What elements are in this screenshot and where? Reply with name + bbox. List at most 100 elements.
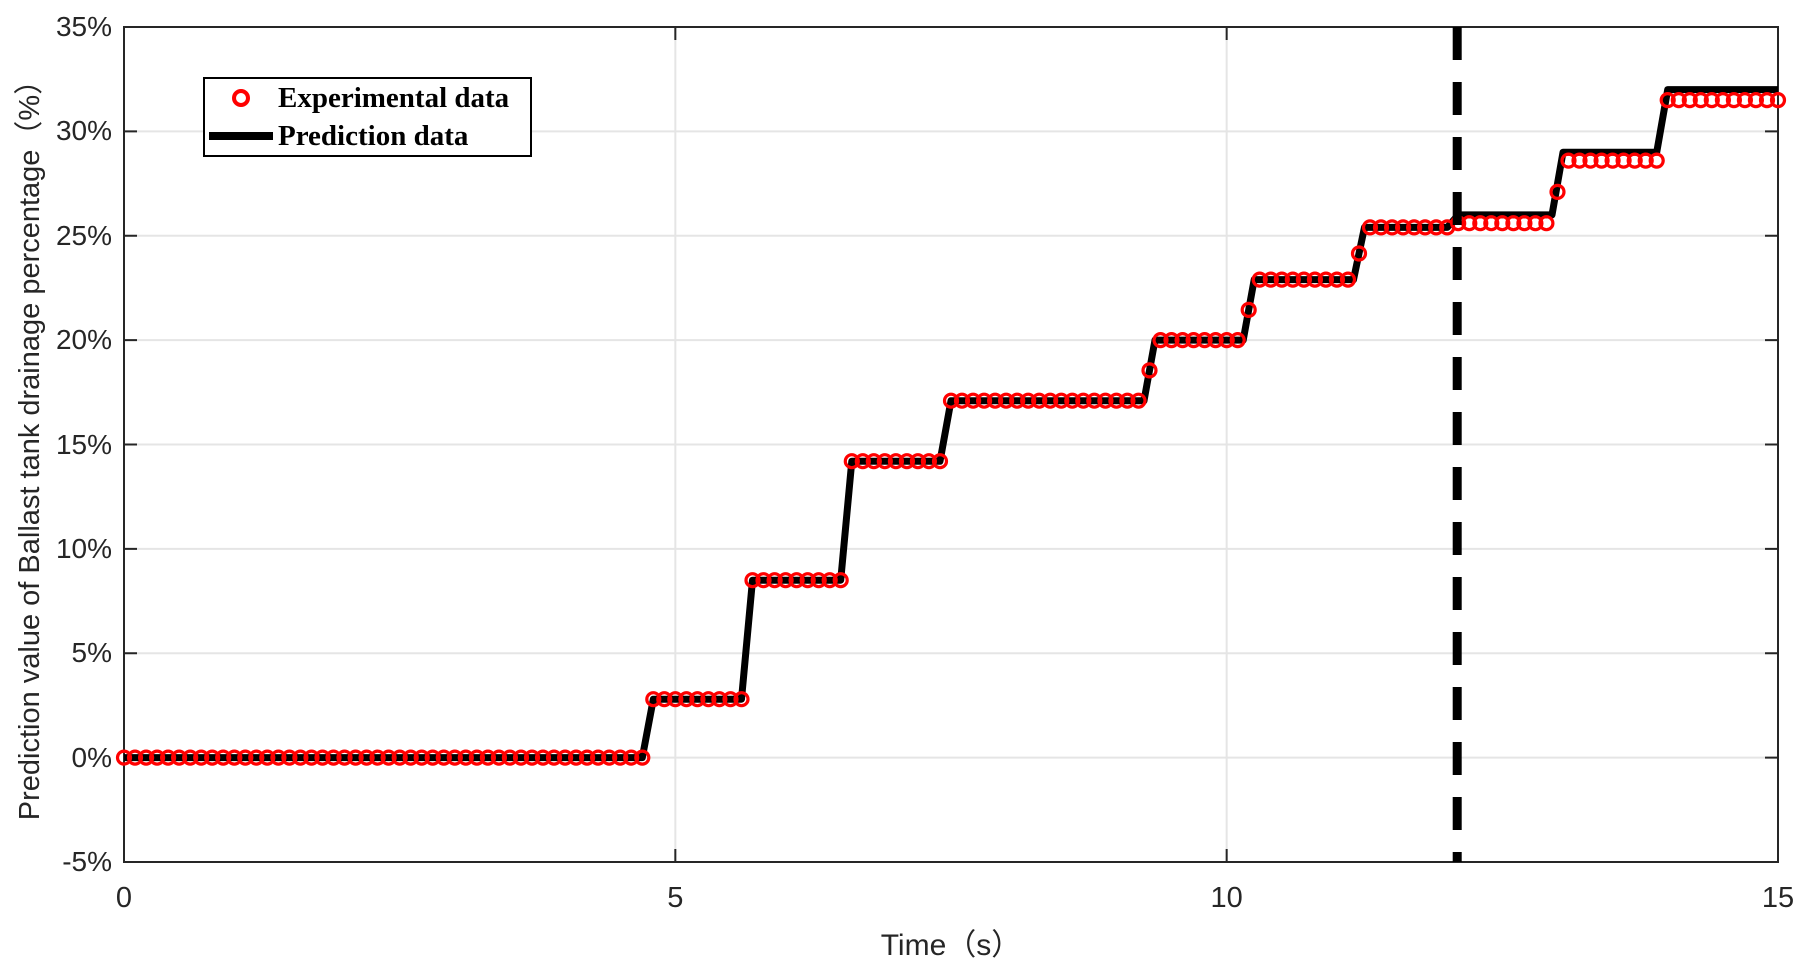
- experimental-marker: [1086, 392, 1103, 409]
- experimental-marker: [1758, 91, 1776, 109]
- experimental-marker: [270, 749, 287, 766]
- experimental-marker: [832, 572, 849, 589]
- prediction-line: [124, 86, 1778, 762]
- experimental-marker: [777, 572, 794, 589]
- experimental-marker: [1031, 392, 1048, 409]
- experimental-marker: [292, 749, 309, 766]
- experimental-marker: [556, 749, 574, 766]
- x-tick-label: 10: [1210, 882, 1243, 914]
- experimental-marker: [1317, 271, 1335, 288]
- experimental-marker: [523, 749, 541, 766]
- experimental-marker: [193, 749, 210, 766]
- experimental-marker: [380, 749, 397, 766]
- experimental-marker: [1505, 215, 1522, 232]
- experimental-marker: [567, 749, 585, 766]
- experimental-marker: [314, 749, 331, 766]
- experimental-marker: [1042, 392, 1059, 409]
- x-tick-label: 5: [667, 882, 684, 914]
- experimental-marker: [1394, 219, 1412, 236]
- experimental-marker: [909, 453, 927, 470]
- experimental-marker: [997, 392, 1015, 409]
- experimental-marker: [612, 749, 629, 766]
- experimental-marker: [975, 392, 993, 409]
- experimental-marker: [601, 749, 618, 766]
- experimental-marker: [656, 691, 673, 708]
- open-circle-icon: [232, 89, 250, 107]
- experimental-marker: [215, 749, 232, 766]
- experimental-marker: [1703, 91, 1720, 109]
- experimental-marker: [534, 749, 552, 766]
- experimental-marker: [821, 572, 838, 589]
- experimental-marker: [1405, 219, 1423, 236]
- experimental-marker: [667, 691, 684, 708]
- experimental-marker: [623, 749, 640, 766]
- x-axis-title: Time（s）: [880, 929, 1022, 962]
- experimental-marker: [512, 749, 530, 766]
- experimental-marker: [1130, 392, 1147, 409]
- experimental-marker: [1747, 91, 1765, 109]
- experimental-marker: [1141, 362, 1158, 379]
- experimental-marker: [964, 392, 982, 409]
- experimental-marker: [733, 691, 750, 708]
- experimental-marker: [347, 749, 364, 766]
- experimental-marker: [843, 453, 860, 470]
- experimental-marker: [1053, 392, 1070, 409]
- experimental-marker: [1339, 271, 1357, 288]
- experimental-marker: [402, 749, 419, 766]
- experimental-marker: [545, 749, 563, 766]
- experimental-marker: [1527, 215, 1544, 232]
- experimental-marker: [1428, 219, 1445, 236]
- experimental-marker: [1571, 152, 1588, 169]
- y-tick-label: 20%: [55, 324, 112, 356]
- experimental-marker: [1637, 152, 1654, 169]
- experimental-marker: [1306, 271, 1324, 288]
- experimental-marker: [1472, 215, 1489, 232]
- experimental-marker: [1615, 152, 1632, 169]
- experimental-marker: [1185, 332, 1202, 349]
- experimental-marker: [1108, 392, 1125, 409]
- open-circle-icon: [205, 89, 278, 107]
- experimental-marker: [1075, 392, 1092, 409]
- experimental-marker: [1383, 219, 1401, 236]
- experimental-marker: [237, 749, 254, 766]
- experimental-marker: [1659, 91, 1676, 109]
- experimental-markers: [115, 91, 1787, 766]
- experimental-marker: [1681, 91, 1698, 109]
- experimental-marker: [578, 749, 596, 766]
- experimental-marker: [171, 749, 188, 766]
- experimental-marker: [259, 749, 276, 766]
- experimental-marker: [700, 691, 717, 708]
- experimental-marker: [138, 749, 155, 766]
- experimental-marker: [1416, 219, 1434, 236]
- legend-item-label: Prediction data: [278, 119, 469, 152]
- experimental-marker: [1604, 152, 1621, 169]
- experimental-marker: [876, 453, 893, 470]
- experimental-marker: [865, 453, 882, 470]
- experimental-marker: [1736, 91, 1754, 109]
- experimental-marker: [424, 749, 441, 766]
- y-tick-label: -5%: [62, 846, 112, 877]
- experimental-marker: [755, 572, 772, 589]
- experimental-marker: [303, 749, 320, 766]
- experimental-marker: [1097, 392, 1114, 409]
- legend: Experimental data Prediction data: [203, 77, 532, 157]
- experimental-marker: [1196, 332, 1213, 349]
- experimental-marker: [1262, 271, 1279, 288]
- experimental-marker: [446, 749, 463, 766]
- experimental-marker: [336, 749, 353, 766]
- experimental-marker: [1461, 215, 1478, 232]
- experimental-marker: [1361, 219, 1379, 236]
- experimental-marker: [1725, 91, 1743, 109]
- experimental-marker: [799, 572, 816, 589]
- experimental-marker: [1538, 215, 1555, 232]
- experimental-marker: [1670, 91, 1687, 109]
- experimental-marker: [722, 691, 739, 708]
- experimental-marker: [1560, 152, 1577, 169]
- experimental-marker: [1516, 215, 1533, 232]
- experimental-marker: [788, 572, 805, 589]
- experimental-marker: [1328, 271, 1346, 288]
- y-tick-label: 30%: [55, 115, 112, 147]
- experimental-marker: [281, 749, 298, 766]
- experimental-marker: [1769, 91, 1787, 109]
